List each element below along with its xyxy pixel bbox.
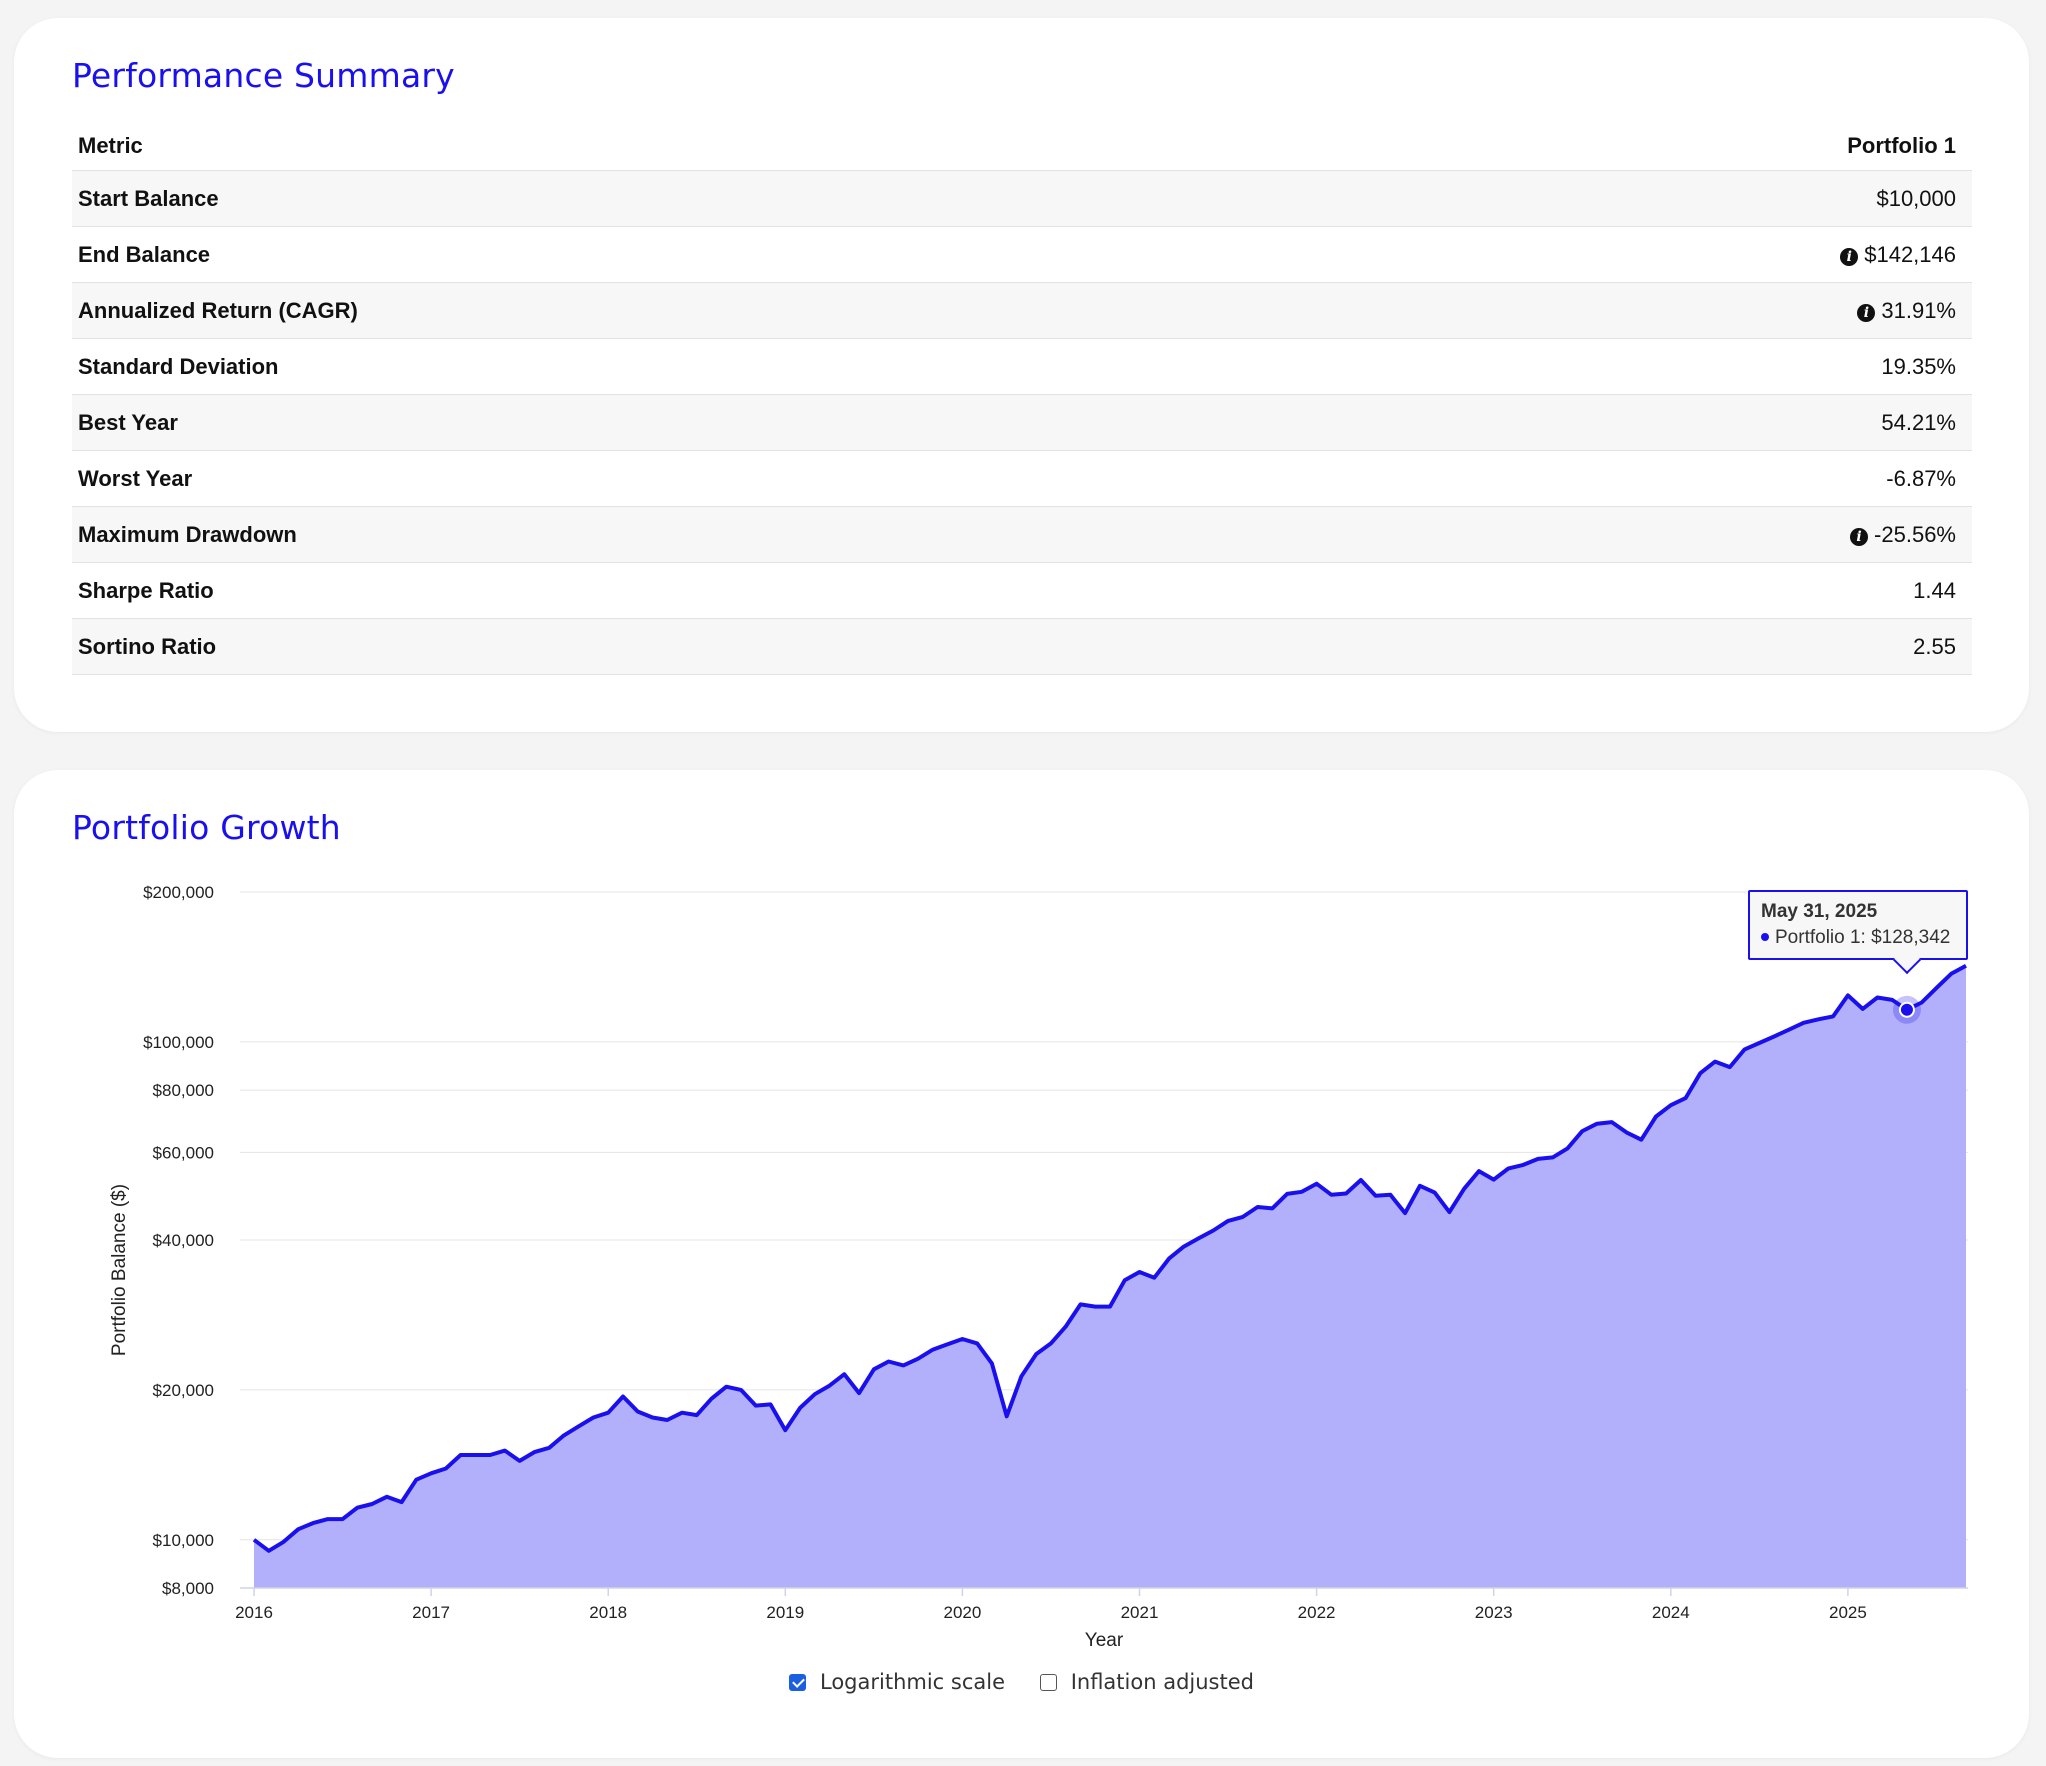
portfolio-growth-card: Portfolio Growth $8,000 $10,000 $20,000 $40… <box>14 770 2029 1758</box>
table-row: Start Balance $10,000 <box>72 170 1972 227</box>
y-tick-label: $40,000 <box>153 1231 214 1250</box>
metric-label: Start Balance <box>72 170 1377 227</box>
table-header-row: Metric Portfolio 1 <box>72 122 1972 171</box>
metric-label: Maximum Drawdown <box>72 506 1377 563</box>
x-tick-label: 2022 <box>1298 1603 1336 1622</box>
y-tick-label: $20,000 <box>153 1381 214 1400</box>
logarithmic-scale-toggle[interactable]: Logarithmic scale <box>789 1670 1005 1694</box>
metric-value: -6.87% <box>1886 465 1956 491</box>
y-axis-title: Portfolio Balance ($) <box>109 1184 130 1356</box>
metric-value-cell: 19.35% <box>1376 338 1972 395</box>
table-row: Worst Year -6.87% <box>72 450 1972 507</box>
metric-value-cell: i $142,146 <box>1376 226 1972 283</box>
chart-tooltip: May 31, 2025 Portfolio 1: $128,342 <box>1748 890 1968 975</box>
metric-label: Standard Deviation <box>72 338 1377 395</box>
x-tick-label: 2025 <box>1829 1603 1867 1622</box>
info-icon[interactable]: i <box>1840 247 1859 266</box>
info-icon[interactable]: i <box>1850 527 1869 546</box>
table-row: Sharpe Ratio 1.44 <box>72 562 1972 619</box>
x-tick-label: 2020 <box>943 1603 981 1622</box>
table-row: Best Year 54.21% <box>72 394 1972 451</box>
metric-label: Sortino Ratio <box>72 618 1377 675</box>
series-line[interactable] <box>252 964 1967 1553</box>
metric-label: Annualized Return (CAGR) <box>72 282 1377 339</box>
metric-value: 54.21% <box>1881 409 1956 435</box>
y-tick-label: $100,000 <box>143 1033 214 1052</box>
performance-summary-title: Performance Summary <box>72 56 455 95</box>
metric-value: 31.91% <box>1881 297 1956 323</box>
column-header-portfolio-1: Portfolio 1 <box>1376 122 1972 171</box>
metric-value: 2.55 <box>1913 633 1956 659</box>
x-tick-label: 2024 <box>1652 1603 1690 1622</box>
tooltip-date: May 31, 2025 <box>1761 901 1878 922</box>
table-row: Annualized Return (CAGR) i 31.91% <box>72 282 1972 339</box>
series-area <box>254 965 1966 1588</box>
logarithmic-scale-checkbox[interactable] <box>789 1673 806 1691</box>
x-tick-label: 2021 <box>1121 1603 1159 1622</box>
metric-value: $10,000 <box>1876 185 1956 211</box>
metric-value-cell: i -25.56% <box>1376 506 1972 563</box>
tooltip-value: Portfolio 1: $128,342 <box>1775 927 1951 948</box>
inflation-adjusted-checkbox[interactable] <box>1039 1673 1057 1691</box>
metric-value-cell: i 31.91% <box>1376 282 1972 339</box>
metric-value: 1.44 <box>1913 577 1956 603</box>
performance-summary-rows: Start Balance $10,000 End Balance i $142,146… <box>72 170 1972 675</box>
table-row: Sortino Ratio 2.55 <box>72 618 1972 675</box>
x-tick-label: 2018 <box>589 1603 627 1622</box>
tooltip-series-dot-icon <box>1761 933 1769 941</box>
metric-value-cell: 1.44 <box>1376 562 1972 619</box>
table-row: Standard Deviation 19.35% <box>72 338 1972 395</box>
performance-summary-card: Performance Summary Metric Portfolio 1 S… <box>14 18 2029 732</box>
y-tick-label: $80,000 <box>153 1081 214 1100</box>
x-tick-label: 2023 <box>1475 1603 1513 1622</box>
y-tick-label: $60,000 <box>153 1143 214 1162</box>
table-row: Maximum Drawdown i -25.56% <box>72 506 1972 563</box>
metric-value: $142,146 <box>1864 241 1956 267</box>
x-tick-label: 2017 <box>412 1603 450 1622</box>
hover-point[interactable] <box>1898 1001 1915 1018</box>
metric-label: Sharpe Ratio <box>72 562 1377 619</box>
metric-value-cell: 2.55 <box>1376 618 1972 675</box>
chart-options: Logarithmic scale Inflation adjusted <box>14 1670 2029 1696</box>
metric-label: End Balance <box>72 226 1377 283</box>
y-tick-label: $8,000 <box>162 1579 214 1598</box>
metric-label: Best Year <box>72 394 1377 451</box>
inflation-adjusted-toggle[interactable]: Inflation adjusted <box>1039 1670 1254 1694</box>
metric-value: -25.56% <box>1874 521 1956 547</box>
portfolio-growth-chart[interactable]: $8,000 $10,000 $20,000 $40,000 $60,000 $80,00… <box>14 770 2029 1650</box>
inflation-adjusted-label: Inflation adjusted <box>1070 1670 1254 1694</box>
metric-value-cell: $10,000 <box>1376 170 1972 227</box>
metric-value: 19.35% <box>1881 353 1956 379</box>
x-tick-label: 2019 <box>766 1603 804 1622</box>
portfolio-growth-title: Portfolio Growth <box>72 808 341 847</box>
performance-summary-table: Metric Portfolio 1 Start Balance $10,000 E… <box>72 122 1972 675</box>
x-tick-label: 2016 <box>235 1603 273 1622</box>
tooltip-value-line: Portfolio 1: $128,342 <box>1761 927 1966 949</box>
y-tick-label: $200,000 <box>143 883 214 902</box>
info-icon[interactable]: i <box>1857 303 1876 322</box>
y-tick-label: $10,000 <box>153 1531 214 1550</box>
metric-label: Worst Year <box>72 450 1377 507</box>
metric-value-cell: -6.87% <box>1376 450 1972 507</box>
logarithmic-scale-label: Logarithmic scale <box>820 1670 1006 1694</box>
table-row: End Balance i $142,146 <box>72 226 1972 283</box>
column-header-metric: Metric <box>72 122 1377 171</box>
metric-value-cell: 54.21% <box>1376 394 1972 451</box>
x-axis-title: Year <box>1085 1630 1124 1650</box>
